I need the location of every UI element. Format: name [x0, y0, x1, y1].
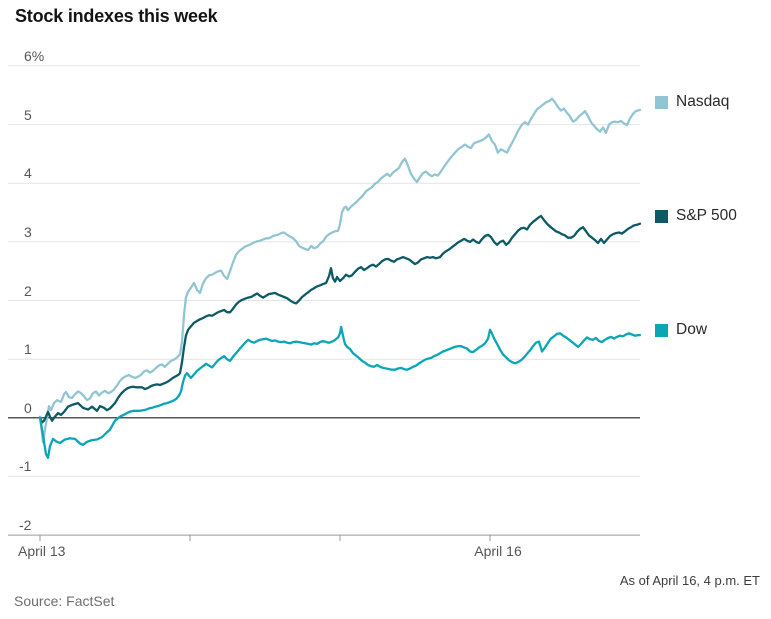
legend-label-s-p-500: S&P 500	[676, 207, 737, 224]
legend-item-s-p-500: S&P 500	[655, 207, 737, 225]
y-axis-label: 4	[24, 165, 32, 182]
y-axis-label: 3	[24, 223, 32, 240]
legend-swatch-dow	[655, 323, 668, 337]
x-axis-label: April 16	[474, 543, 522, 559]
series-line-dow	[38, 325, 642, 459]
series-line-s-p-500	[38, 214, 642, 424]
y-axis-label: 5	[24, 106, 32, 123]
y-axis-label: -1	[19, 458, 32, 475]
legend-item-nasdaq: Nasdaq	[655, 93, 729, 111]
legend-item-dow: Dow	[655, 321, 707, 339]
legend-swatch-nasdaq	[655, 95, 668, 109]
legend-label-nasdaq: Nasdaq	[676, 93, 730, 110]
as-of-note: As of April 16, 4 p.m. ET	[619, 573, 760, 588]
y-axis-label: 0	[24, 399, 32, 416]
legend-swatch-s-p-500	[655, 209, 668, 223]
y-axis-label: 6%	[24, 47, 45, 64]
y-axis-label: -2	[19, 517, 32, 534]
source-note: Source: FactSet	[14, 593, 115, 609]
y-axis-label: 1	[24, 341, 32, 358]
series-line-nasdaq	[38, 97, 642, 444]
legend-label-dow: Dow	[676, 321, 708, 338]
x-axis-label: April 13	[18, 543, 66, 559]
y-axis-label: 2	[24, 282, 32, 299]
chart-title: Stock indexes this week	[15, 6, 218, 26]
